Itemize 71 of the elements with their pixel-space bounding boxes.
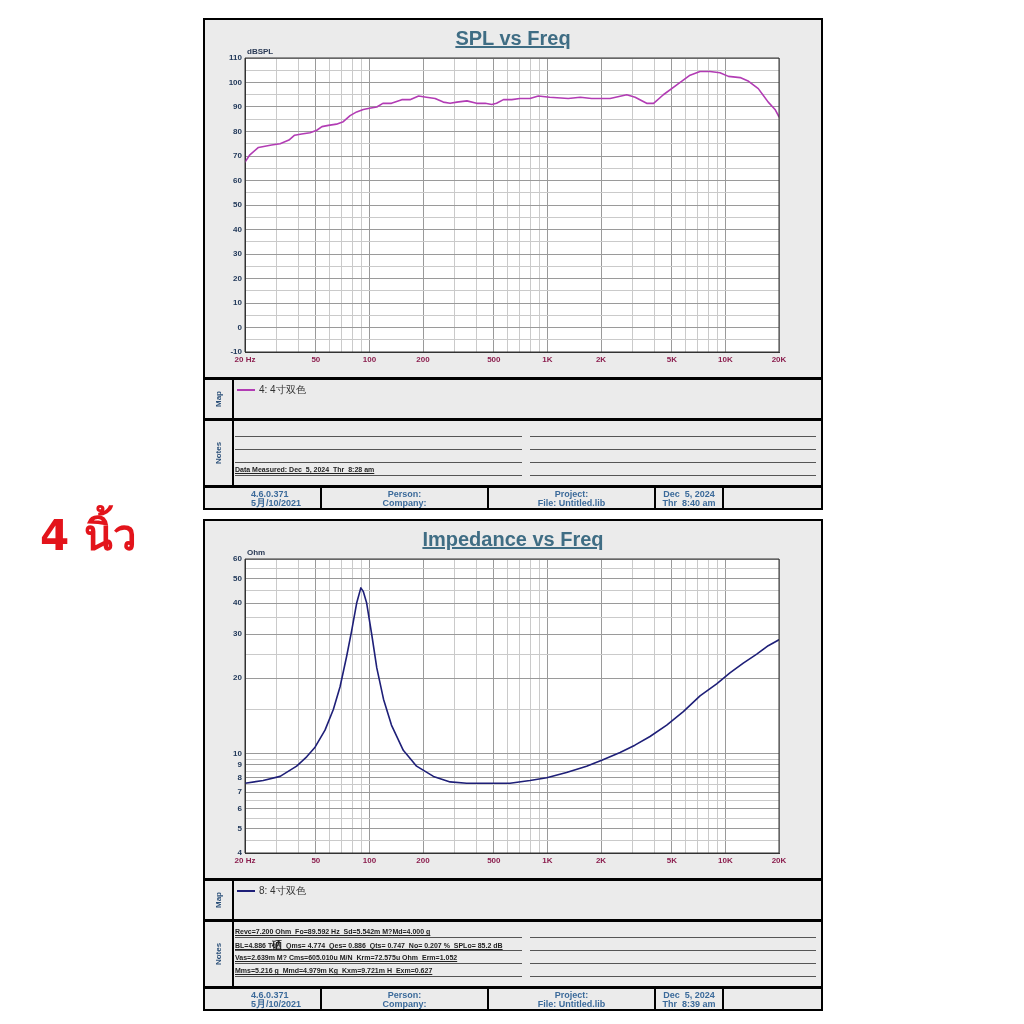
x-tick-label: 20 Hz [234,355,256,364]
chart-title: Impedance vs Freq [422,528,604,550]
text: Company: [382,999,427,1009]
x-tick-label: 100 [362,856,377,865]
y-tick-label: -10 [230,347,243,357]
x-tick-label: 2K [595,355,607,364]
x-tick-label: 1K [542,355,553,364]
y-tick-label: 20 [233,673,243,683]
y-tick-label: 50 [233,574,243,583]
text: 4.6.0.371 [251,489,289,499]
text: Project: [554,489,589,499]
y-tick-label: 60 [233,175,243,185]
text: Dec 5, 2024 [663,489,715,499]
y-tick-label: 9 [237,760,243,770]
x-tick-label: 20 Hz [234,856,256,865]
x-tick-label: 1K [542,856,553,865]
y-tick-label: 30 [233,249,243,259]
chart-title: SPL vs Freq [455,27,571,49]
y-axis-title: Ohm [247,548,266,558]
text: Project: [554,990,589,1000]
x-tick-label: 500 [487,355,502,364]
text: File: Untitled.lib [537,498,606,508]
text: 5月/10/2021 [251,497,302,508]
y-tick-label: 0 [237,322,243,332]
y-tick-label: 110 [229,53,243,63]
y-tick-label: 60 [233,554,243,564]
x-tick-label: 10K [718,355,733,364]
text: Thr 8:40 am [662,498,716,508]
legend-label: 4: 4寸双色 [259,382,306,397]
text: Map [213,391,223,407]
y-tick-label: 70 [233,151,243,161]
x-tick-label: 500 [487,856,502,865]
text: Person: [387,489,422,499]
text: Dec 5, 2024 [663,990,715,1000]
text: 5月/10/2021 [251,998,302,1009]
text: Company: [382,498,427,508]
text: Notes [213,441,223,465]
y-tick-label: 10 [233,298,243,308]
x-tick-label: 100 [362,355,377,364]
y-tick-label: 40 [233,224,243,234]
y-tick-label: 100 [228,77,243,87]
x-tick-label: 200 [416,355,431,364]
text: Person: [387,990,422,1000]
y-tick-label: 50 [233,200,243,210]
y-tick-label: 80 [233,126,243,136]
legend-label: 8: 4寸双色 [259,883,306,898]
y-tick-label: 8 [237,772,243,782]
y-axis-title: dBSPL [247,47,274,57]
text: Notes [213,942,223,966]
x-tick-label: 5K [666,856,678,865]
x-tick-label: 50 [311,355,321,364]
y-tick-label: 5 [237,823,243,833]
x-tick-label: 50 [311,856,321,865]
x-tick-label: 10K [718,856,733,865]
x-tick-label: 20K [771,856,787,865]
x-tick-label: 200 [416,856,431,865]
text: Map [213,892,223,908]
text: File: Untitled.lib [537,999,606,1009]
y-tick-label: 30 [233,629,243,639]
y-tick-label: 20 [233,273,243,283]
y-tick-label: 4 [237,848,243,858]
y-tick-label: 40 [233,598,243,608]
x-tick-label: 5K [666,355,678,364]
x-tick-label: 20K [771,355,787,364]
y-tick-label: 90 [233,102,243,112]
y-tick-label: 10 [233,748,243,758]
text: 4.6.0.371 [251,990,289,1000]
y-tick-label: 6 [237,804,243,814]
y-tick-label: 7 [237,787,243,797]
x-tick-label: 2K [595,856,607,865]
text: Thr 8:39 am [662,999,716,1009]
